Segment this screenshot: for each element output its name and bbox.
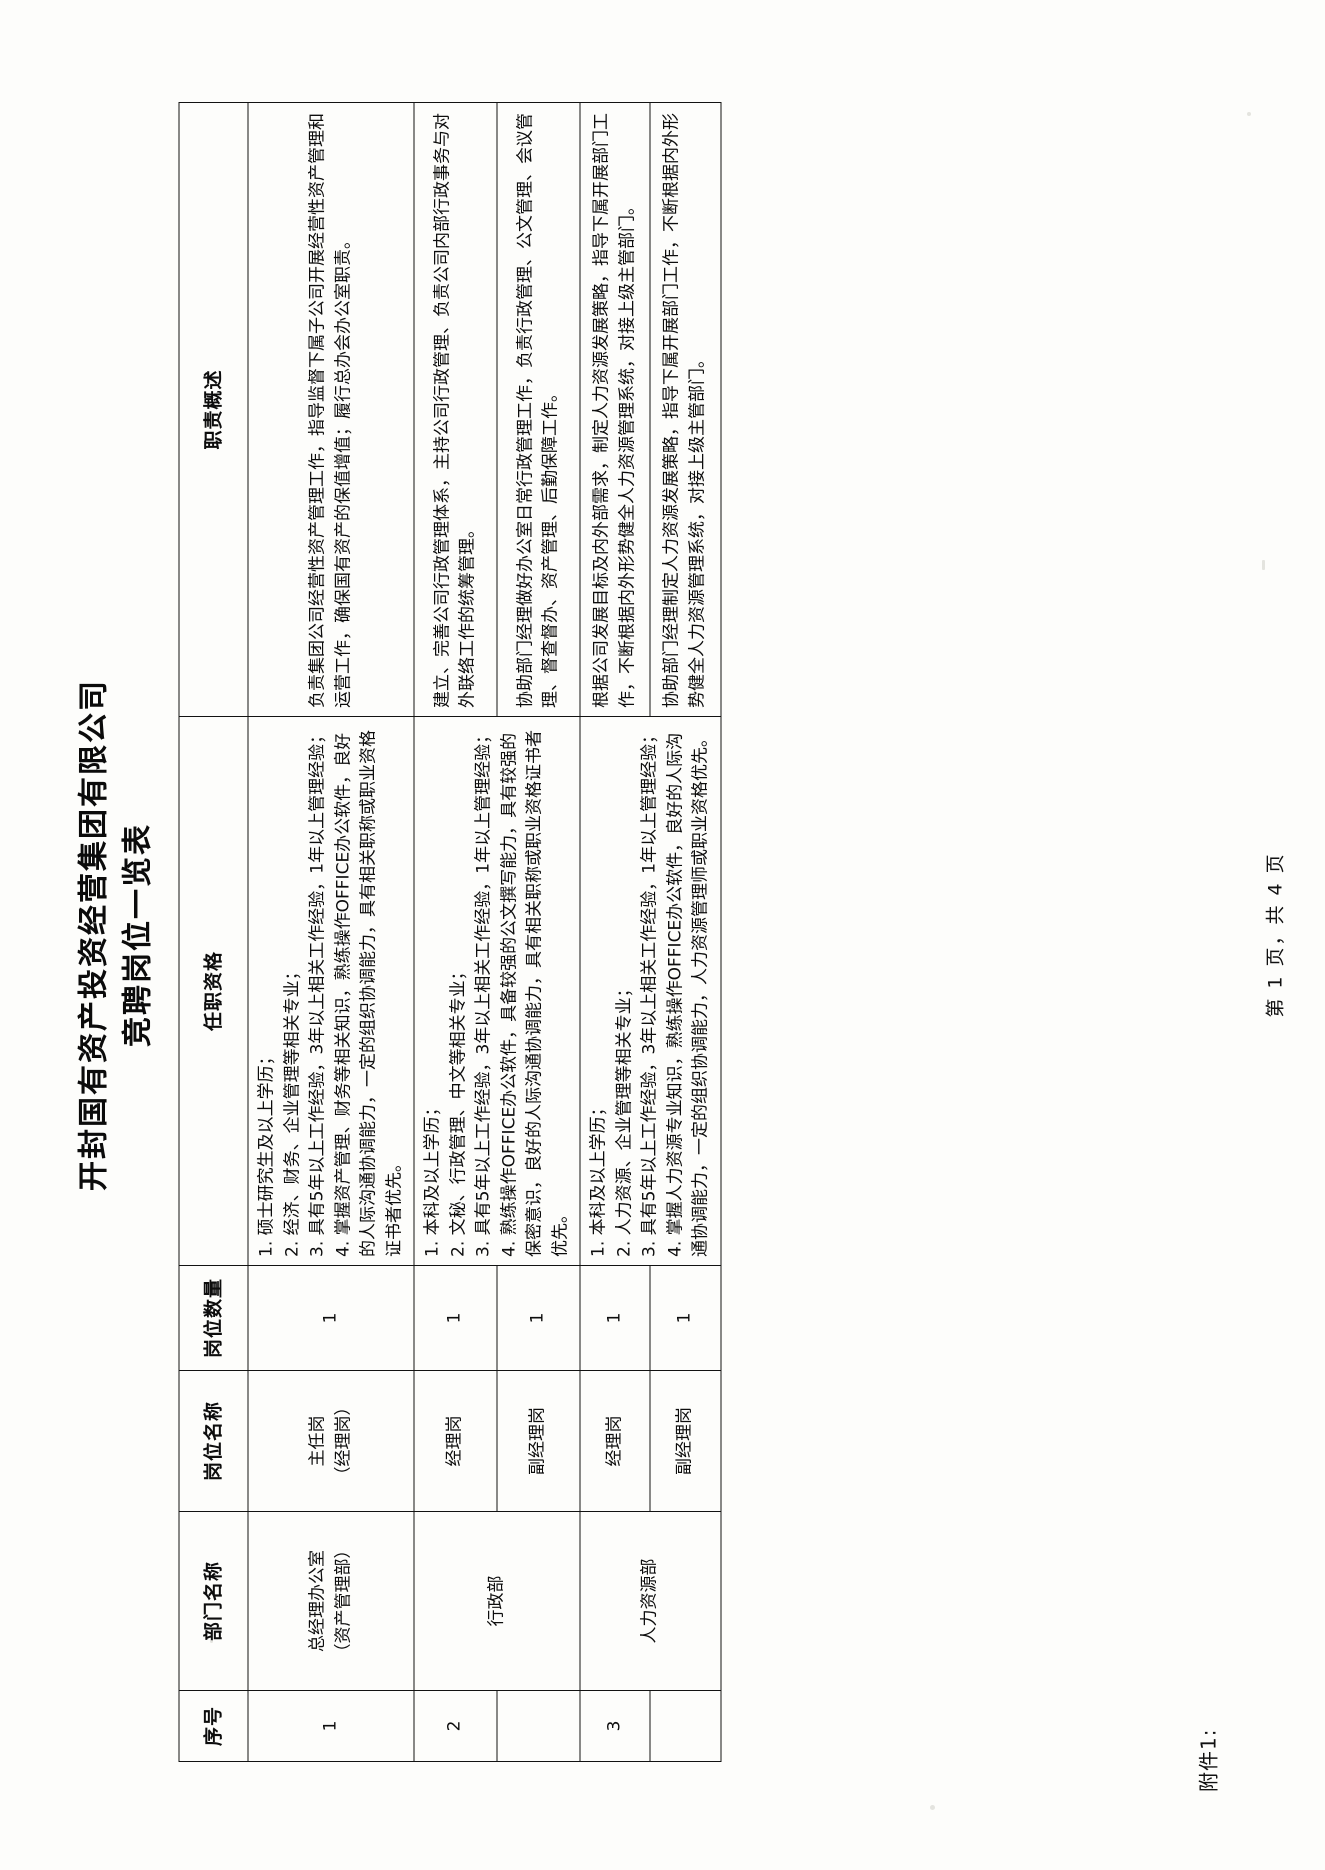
cell-requirements: 1. 本科及以上学历； 2. 人力资源、企业管理等相关专业； 3. 具有5年以上…	[579, 716, 720, 1266]
cell-no: 3	[579, 1690, 650, 1762]
table-row: 1 总经理办公室 （资产管理部） 主任岗 （经理岗） 1 1. 硕士研究生及以上…	[247, 102, 414, 1762]
cell-quantity: 1	[247, 1265, 414, 1371]
cell-department: 总经理办公室 （资产管理部）	[247, 1511, 414, 1691]
cell-duties: 协助部门经理制定人力资源发展策略，指导下属开展部门工作，不断根据内外形势健全人力…	[649, 102, 720, 717]
cell-position: 副经理岗	[496, 1370, 580, 1512]
cell-duties: 建立、完善公司行政管理体系，主持公司行政管理、负责公司内部行政事务与对外联络工作…	[413, 102, 497, 717]
cell-position: 副经理岗	[649, 1370, 720, 1512]
scan-speck	[1262, 560, 1265, 570]
cell-department: 行政部	[413, 1511, 580, 1691]
attachment-label: 附件1:	[1196, 1728, 1220, 1792]
cell-requirements: 1. 硕士研究生及以上学历； 2. 经济、财务、企业管理等相关专业； 3. 具有…	[247, 716, 414, 1266]
cell-requirements: 1. 本科及以上学历； 2. 文秘、行政管理、中文等相关专业； 3. 具有5年以…	[413, 716, 580, 1266]
scan-speck	[930, 1805, 935, 1810]
header-position: 岗位名称	[178, 1370, 248, 1512]
cell-quantity: 1	[496, 1265, 580, 1371]
cell-quantity: 1	[579, 1265, 650, 1371]
cell-quantity: 1	[413, 1265, 497, 1371]
header-requirements: 任职资格	[178, 716, 248, 1266]
cell-position: 主任岗 （经理岗）	[247, 1370, 414, 1512]
cell-no	[649, 1690, 720, 1762]
header-department: 部门名称	[178, 1511, 248, 1691]
table-row: 3 人力资源部 经理岗 1 1. 本科及以上学历； 2. 人力资源、企业管理等相…	[579, 102, 720, 1762]
cell-quantity: 1	[649, 1265, 720, 1371]
title-line-company: 开封国有资产投资经营集团有限公司	[76, 679, 111, 1191]
cell-department: 人力资源部	[579, 1511, 720, 1691]
cell-position: 经理岗	[579, 1370, 650, 1512]
competitive-position-table: 序号 部门名称 岗位名称 岗位数量 任职资格 职责概述 1 总经理办公室 （资产…	[178, 102, 721, 1762]
cell-no	[496, 1690, 580, 1762]
cell-position: 经理岗	[413, 1370, 497, 1512]
cell-duties: 根据公司发展目标及内外部需求，制定人力资源发展策略，指导下属开展部门工作，不断根…	[579, 102, 650, 717]
header-duties: 职责概述	[178, 102, 248, 717]
scan-speck	[210, 1640, 213, 1643]
header-quantity: 岗位数量	[178, 1265, 248, 1371]
cell-duties: 负责集团公司经营性资产管理工作，指导监督下属子公司开展经营性资产管理和运营工作，…	[247, 102, 414, 717]
cell-duties: 协助部门经理做好办公室日常行政管理工作，负责行政管理、公文管理、会议管理、督查督…	[496, 102, 580, 717]
table-row: 2 行政部 经理岗 1 1. 本科及以上学历； 2. 文秘、行政管理、中文等相关…	[413, 102, 580, 1762]
page-footer: 第 1 页，共 4 页	[1264, 852, 1286, 1018]
title-line-subject: 竞聘岗位一览表	[119, 823, 155, 1047]
scan-speck	[1247, 112, 1251, 116]
cell-no: 1	[247, 1690, 414, 1762]
table-header-row: 序号 部门名称 岗位名称 岗位数量 任职资格 职责概述	[178, 102, 248, 1762]
header-no: 序号	[178, 1690, 248, 1762]
cell-no: 2	[413, 1690, 497, 1762]
page-title: 开封国有资产投资经营集团有限公司 竞聘岗位一览表	[72, 0, 159, 1870]
